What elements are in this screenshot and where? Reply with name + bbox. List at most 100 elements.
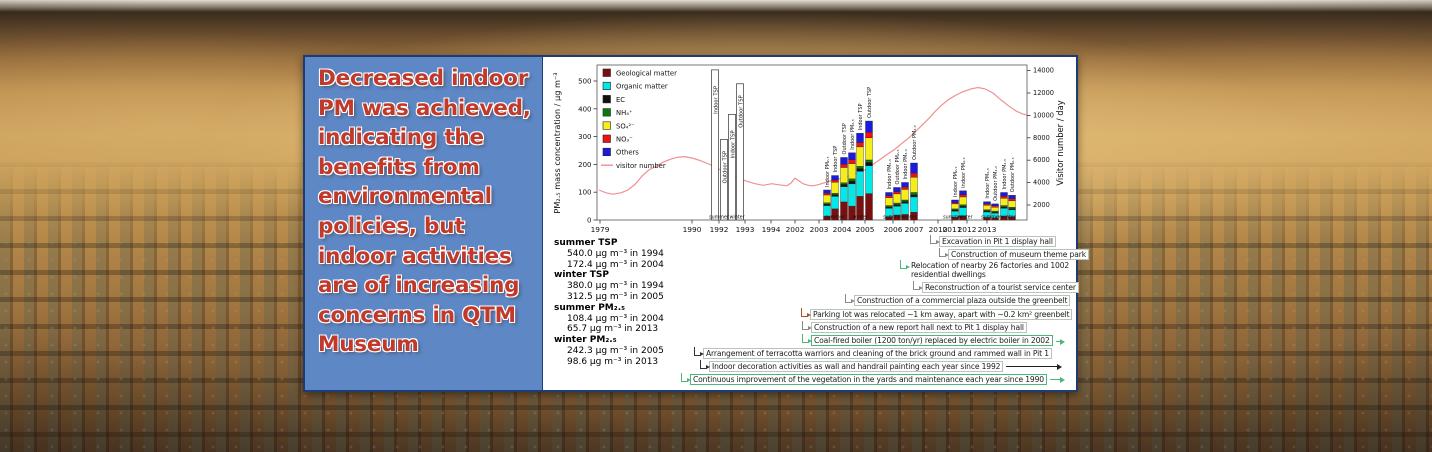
- annotation-label: Excavation in Pit 1 display hall: [939, 236, 1056, 247]
- legend-swatch: [602, 147, 611, 156]
- right-axis-tick-label: 8000: [1033, 134, 1050, 142]
- stats-value: 98.6 μg m⁻³ in 2013: [567, 356, 659, 367]
- stacked-bar-segment: [910, 162, 918, 174]
- stacked-bar-segment: [951, 199, 959, 203]
- stacked-bar-segment: [840, 157, 848, 165]
- x-axis-year-label: 2002: [786, 225, 805, 234]
- legend-swatch: [602, 108, 611, 117]
- annotation-label: Parking lot was relocated ~1 km away, ap…: [810, 309, 1073, 320]
- stats-value: 312.5 μg m⁻³ in 2005: [567, 291, 664, 302]
- stacked-bar-label: Indoor PM₂.₅: [887, 159, 893, 190]
- annotation-connector-arrow: [939, 248, 946, 257]
- left-axis-tick-label: 500: [578, 78, 591, 86]
- stacked-bar-label: Outdoor TSP: [867, 87, 873, 118]
- annotation-connector-arrow: [801, 308, 808, 317]
- annotation-connector-arrow: [694, 347, 701, 356]
- stacked-bar-segment: [831, 175, 839, 181]
- x-axis-year-label: 2012: [958, 225, 977, 234]
- timeline-arrow-shaft: [1006, 366, 1057, 367]
- annotation-label: Reconstruction of a tourist service cent…: [922, 282, 1079, 293]
- timeline-annotations: Excavation in Pit 1 display hall Construc…: [543, 57, 1089, 390]
- annotation-connector-arrowhead: [945, 253, 949, 257]
- season-label: summer: [981, 215, 1001, 221]
- right-axis-tick-label: 10000: [1033, 111, 1054, 119]
- annotation-connector-arrow: [845, 294, 852, 303]
- stats-header: summer PM₂.₅: [554, 302, 626, 313]
- x-axis-year-label: 2007: [905, 225, 924, 234]
- left-axis-tick-label: 100: [578, 189, 591, 197]
- annotation-connector-arrowhead: [919, 286, 923, 290]
- stacked-bar-segment: [901, 182, 909, 188]
- annotation-connector-arrowhead: [700, 352, 704, 356]
- stacked-bar-label: Indoor PM₂.₅: [903, 149, 909, 180]
- annotation-label: Continuous improvement of the vegetation…: [690, 374, 1047, 385]
- stacked-bar-label: Outdoor PM₂.₅: [895, 150, 901, 185]
- legend-label: visitor number: [616, 162, 666, 170]
- right-axis-tick-label: 2000: [1033, 201, 1050, 209]
- annotation-label: Construction of a commercial plaza outsi…: [854, 295, 1071, 306]
- right-axis-tick-label: 14000: [1033, 67, 1054, 75]
- season-label: summer: [883, 215, 903, 221]
- stats-value: 540.0 μg m⁻³ in 1994: [567, 248, 664, 259]
- tsp-bar: [720, 139, 728, 221]
- graphical-abstract-banner: Decreased indoor PM was achieved, indica…: [303, 55, 1089, 392]
- stats-header: winter TSP: [554, 270, 610, 281]
- annotation-label: Indoor decoration activities as wall and…: [709, 361, 1004, 372]
- season-label: winter: [1000, 215, 1015, 221]
- right-axis-tick-label: 4000: [1033, 179, 1050, 187]
- stacked-bar-label: Indoor PM₂.₅: [850, 119, 856, 150]
- season-label: winter: [852, 215, 867, 221]
- right-axis-tick-label: 6000: [1033, 156, 1050, 164]
- annotation-connector-arrowhead: [687, 378, 691, 382]
- x-axis-year-label: 1990: [683, 225, 702, 234]
- legend-label: NO₃⁻: [616, 136, 633, 144]
- annotation-label: Coal-fired boiler (1200 ton/yr) replaced…: [811, 335, 1053, 346]
- x-axis-year-label: 2013: [978, 225, 997, 234]
- annotation-connector-arrow: [700, 360, 707, 369]
- stacked-bar-segment: [856, 133, 864, 143]
- timeline-arrow-head: [1060, 338, 1065, 345]
- annotation-connector-arrowhead: [706, 365, 710, 369]
- tsp-bar-label: Outdoor TSP: [722, 151, 728, 183]
- x-axis-year-label: 2003: [810, 225, 829, 234]
- timeline-arrow-head: [1057, 363, 1062, 370]
- stacked-bar-segment: [991, 203, 999, 206]
- plot-frame: [596, 64, 1028, 221]
- annotation-connector-arrow: [900, 260, 907, 269]
- legend-label: Geological matter: [616, 70, 677, 78]
- stacked-bar-label: Outdoor PM₂.₅: [993, 166, 999, 201]
- x-axis-year-label: 2011: [943, 225, 962, 234]
- stacked-bar-label: Outdoor TSP: [842, 123, 848, 154]
- stacked-bar-segment: [848, 152, 856, 160]
- stacked-bar-segment: [983, 201, 991, 205]
- stats-value: 65.7 μg m⁻³ in 2013: [567, 324, 659, 335]
- tsp-bar: [711, 69, 719, 221]
- stacked-bar-segment: [893, 187, 901, 192]
- x-axis-year-label: 1979: [591, 225, 610, 234]
- season-label: summer: [709, 215, 729, 221]
- annotation-connector-arrowhead: [851, 299, 855, 303]
- stacked-bar-label: Indoor PM₂.₅: [825, 156, 831, 187]
- stats-value: 242.3 μg m⁻³ in 2005: [567, 345, 664, 356]
- season-label: winter: [901, 215, 916, 221]
- stacked-bar-label: Indoor PM₂.₅: [985, 168, 991, 199]
- headline-text: Decreased indoor PM was achieved, indica…: [318, 66, 531, 358]
- stats-header: summer TSP: [554, 238, 618, 248]
- stacked-bar-label: Indoor TSP: [858, 103, 864, 130]
- headline-panel: Decreased indoor PM was achieved, indica…: [305, 57, 542, 390]
- legend-label: NH₄⁺: [616, 109, 633, 117]
- stacked-bar-label: Indoor TSP: [833, 146, 839, 173]
- legend-swatch: [602, 68, 611, 77]
- stacked-bar-segment: [1008, 195, 1016, 199]
- timeline-arrow-shaft: [1050, 379, 1060, 380]
- tsp-bar-label: Indoor TSP: [713, 86, 719, 114]
- stats-header: winter PM₂.₅: [554, 335, 617, 346]
- legend-label: Others: [616, 149, 639, 157]
- legend-swatch: [602, 95, 611, 104]
- annotation-label: Relocation of nearby 26 factories and 10…: [909, 261, 1076, 279]
- annotation-connector-arrowhead: [906, 265, 910, 269]
- chart-panel: Indoor TSP Outdoor TSP Indoor TSP Outdoor T…: [542, 57, 1089, 390]
- stats-value: 380.0 μg m⁻³ in 1994: [567, 281, 664, 292]
- season-label: winter: [729, 215, 744, 221]
- right-axis-tick-label: 12000: [1033, 89, 1054, 97]
